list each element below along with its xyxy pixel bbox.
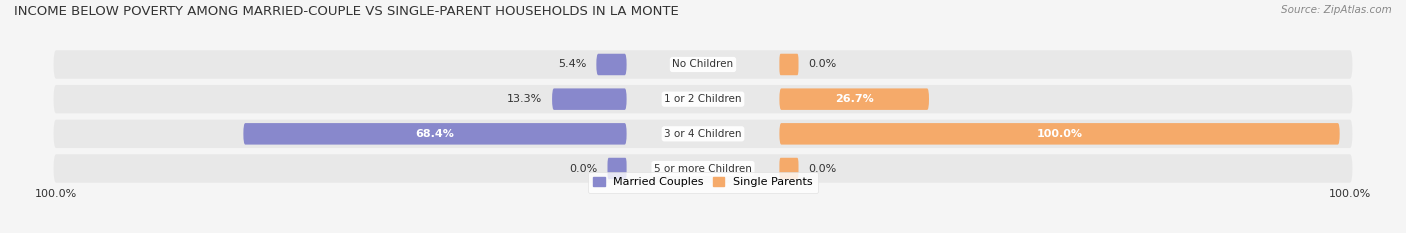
FancyBboxPatch shape — [53, 154, 1353, 183]
FancyBboxPatch shape — [53, 50, 1353, 79]
FancyBboxPatch shape — [553, 88, 627, 110]
Text: 68.4%: 68.4% — [416, 129, 454, 139]
Text: 0.0%: 0.0% — [808, 59, 837, 69]
Text: Source: ZipAtlas.com: Source: ZipAtlas.com — [1281, 5, 1392, 15]
Text: 5.4%: 5.4% — [558, 59, 586, 69]
Text: 100.0%: 100.0% — [35, 189, 77, 199]
Text: 0.0%: 0.0% — [569, 164, 598, 174]
Legend: Married Couples, Single Parents: Married Couples, Single Parents — [588, 172, 818, 193]
Text: 5 or more Children: 5 or more Children — [654, 164, 752, 174]
Text: 0.0%: 0.0% — [808, 164, 837, 174]
Text: 1 or 2 Children: 1 or 2 Children — [664, 94, 742, 104]
FancyBboxPatch shape — [596, 54, 627, 75]
Text: 100.0%: 100.0% — [1329, 189, 1371, 199]
Text: INCOME BELOW POVERTY AMONG MARRIED-COUPLE VS SINGLE-PARENT HOUSEHOLDS IN LA MONT: INCOME BELOW POVERTY AMONG MARRIED-COUPL… — [14, 5, 679, 18]
Text: 13.3%: 13.3% — [508, 94, 543, 104]
Text: No Children: No Children — [672, 59, 734, 69]
Text: 100.0%: 100.0% — [1036, 129, 1083, 139]
FancyBboxPatch shape — [53, 120, 1353, 148]
FancyBboxPatch shape — [607, 158, 627, 179]
FancyBboxPatch shape — [243, 123, 627, 145]
Text: 26.7%: 26.7% — [835, 94, 873, 104]
FancyBboxPatch shape — [779, 88, 929, 110]
FancyBboxPatch shape — [53, 85, 1353, 113]
FancyBboxPatch shape — [779, 158, 799, 179]
FancyBboxPatch shape — [779, 123, 1340, 145]
Text: 3 or 4 Children: 3 or 4 Children — [664, 129, 742, 139]
FancyBboxPatch shape — [779, 54, 799, 75]
